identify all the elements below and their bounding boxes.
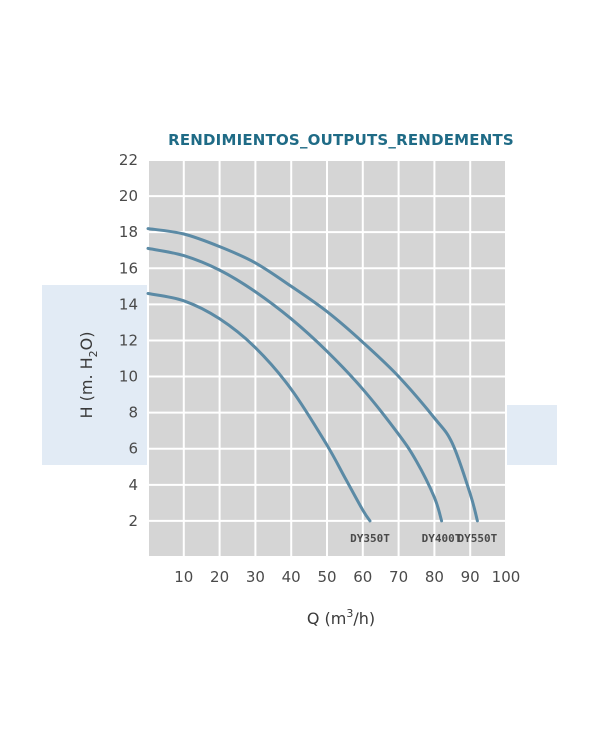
curves bbox=[146, 227, 479, 523]
x-tick-label: 100 bbox=[492, 568, 521, 586]
x-tick-label: 90 bbox=[461, 568, 480, 586]
y-tick-label: 8 bbox=[128, 404, 138, 422]
chart-title: RENDIMIENTOS_OUTPUTS_RENDEMENTS bbox=[168, 131, 514, 149]
series-line-dy550t bbox=[146, 227, 479, 523]
x-tick-label: 10 bbox=[174, 568, 193, 586]
x-tick-label: 60 bbox=[353, 568, 372, 586]
y-tick-label: 2 bbox=[128, 512, 138, 530]
series-label-dy400t: DY400T bbox=[422, 532, 462, 545]
x-tick-label: 30 bbox=[246, 568, 265, 586]
y-tick-label: 14 bbox=[119, 295, 138, 313]
series-label-dy550t: DY550T bbox=[457, 532, 497, 545]
y-axis-label: H (m. H2O) bbox=[77, 332, 100, 419]
y-tick-label: 22 bbox=[119, 151, 138, 169]
axis-ticks: 10 20 30 40 50 60 70 80 90 100 2 4 6 8 10 12 14 16 18 20 22 bbox=[119, 151, 520, 586]
y-tick-label: 12 bbox=[119, 331, 138, 349]
series-label-dy350t: DY350T bbox=[350, 532, 390, 545]
series-line-dy350t bbox=[146, 292, 372, 523]
x-tick-label: 70 bbox=[389, 568, 408, 586]
grid bbox=[147, 159, 507, 558]
y-tick-label: 10 bbox=[119, 368, 138, 386]
y-tick-label: 18 bbox=[119, 223, 138, 241]
y-tick-label: 20 bbox=[119, 187, 138, 205]
x-tick-label: 40 bbox=[282, 568, 301, 586]
x-axis-label: Q (m3/h) bbox=[307, 607, 375, 628]
x-tick-label: 20 bbox=[210, 568, 229, 586]
x-tick-label: 50 bbox=[317, 568, 336, 586]
y-tick-label: 16 bbox=[119, 259, 138, 277]
series-line-dy400t bbox=[146, 246, 444, 523]
y-tick-label: 4 bbox=[128, 476, 138, 494]
x-tick-label: 80 bbox=[425, 568, 444, 586]
y-tick-label: 6 bbox=[128, 440, 138, 458]
